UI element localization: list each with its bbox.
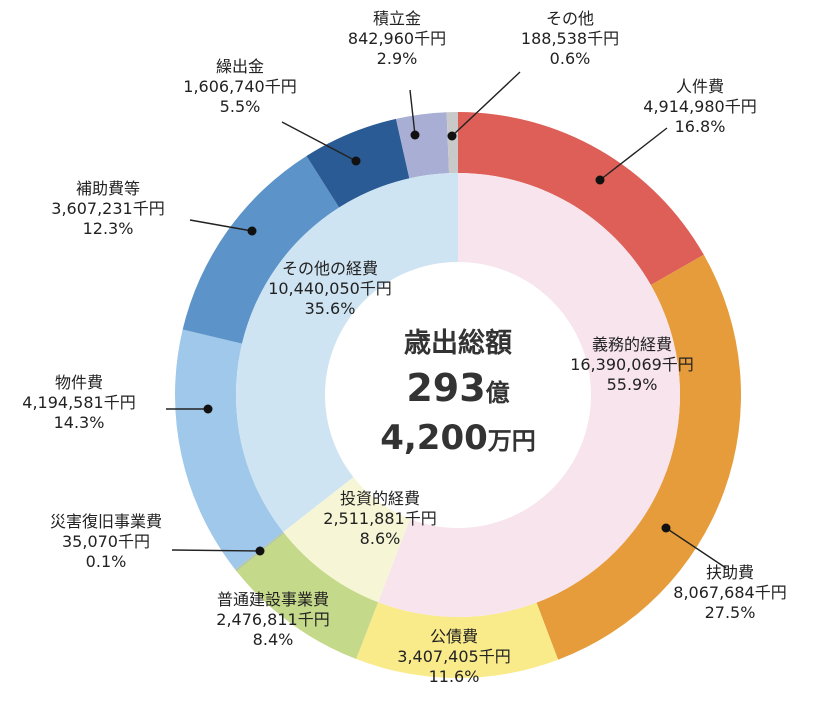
outer-0-percent: 16.8%	[675, 117, 726, 136]
outer-2-percent: 11.6%	[429, 667, 480, 686]
leader-dot-4	[255, 546, 265, 556]
outer-slice-5	[174, 329, 284, 570]
outer-0-label: 人件費 4,914,980千円 16.8%	[643, 77, 756, 136]
inner-2-percent: 35.6%	[305, 299, 356, 318]
outer-3-name: 普通建設事業費	[217, 590, 329, 609]
center-amount-oku: 293億	[406, 366, 509, 410]
outer-7-name: 繰出金	[216, 57, 264, 76]
inner-1-label: 投資的経費 2,511,881千円 8.6%	[323, 489, 436, 548]
outer-5-amount: 4,194,581千円	[22, 393, 135, 412]
outer-1-amount: 8,067,684千円	[673, 583, 786, 602]
outer-6-percent: 12.3%	[83, 219, 134, 238]
inner-slice-0	[378, 173, 680, 617]
center-title: 歳出総額	[404, 327, 512, 359]
inner-0-amount: 16,390,069千円	[570, 355, 694, 374]
outer-3-amount: 2,476,811千円	[216, 610, 329, 629]
outer-4-name: 災害復旧事業費	[50, 512, 162, 531]
center-man-unit: 万円	[488, 427, 536, 455]
outer-3-label: 普通建設事業費 2,476,811千円 8.4%	[216, 590, 329, 649]
outer-8-amount: 842,960千円	[348, 29, 446, 48]
outer-slice-1	[536, 254, 741, 660]
outer-slice-9	[446, 112, 458, 174]
slice-labels: 人件費 4,914,980千円 16.8% 扶助費 8,067,684千円 27.5% 公債…	[22, 9, 786, 686]
leader-dot-8	[410, 130, 420, 140]
outer-8-percent: 2.9%	[377, 49, 418, 68]
outer-0-name: 人件費	[676, 77, 724, 96]
leader-line-6	[189, 219, 253, 232]
outer-4-label: 災害復旧事業費 35,070千円 0.1%	[50, 512, 162, 571]
outer-6-name: 補助費等	[76, 179, 140, 198]
leader-dot-9	[447, 131, 457, 141]
outer-8-name: 積立金	[373, 9, 421, 28]
leader-dot-7	[351, 156, 361, 166]
outer-7-label: 繰出金 1,606,740千円 5.5%	[183, 57, 296, 116]
leader-dot-0	[595, 175, 605, 185]
inner-0-name: 義務的経費	[592, 335, 672, 354]
inner-ring	[235, 173, 680, 617]
center-amount-man: 4,200万円	[380, 418, 536, 458]
outer-9-percent: 0.6%	[550, 49, 591, 68]
outer-6-label: 補助費等 3,607,231千円 12.3%	[51, 179, 164, 238]
outer-ring	[174, 112, 741, 679]
outer-1-name: 扶助費	[706, 563, 754, 582]
outer-9-amount: 188,538千円	[521, 29, 619, 48]
outer-slice-0	[458, 112, 704, 286]
outer-slice-2	[356, 602, 559, 679]
leader-dot-6	[247, 226, 257, 236]
leader-dot-5	[203, 404, 213, 414]
outer-4-percent: 0.1%	[86, 552, 127, 571]
leader-line-9	[451, 71, 521, 137]
leader-lines	[166, 71, 727, 569]
outer-9-name: その他	[546, 9, 594, 28]
leader-line-4	[171, 549, 261, 552]
inner-1-percent: 8.6%	[360, 529, 401, 548]
outer-5-label: 物件費 4,194,581千円 14.3%	[22, 373, 135, 432]
outer-2-label: 公債費 3,407,405千円 11.6%	[397, 627, 510, 686]
inner-slice-2	[235, 173, 458, 532]
leader-line-8	[409, 89, 416, 136]
outer-1-percent: 27.5%	[705, 603, 756, 622]
outer-7-percent: 5.5%	[220, 97, 261, 116]
outer-slice-3	[236, 533, 379, 660]
outer-0-amount: 4,914,980千円	[643, 97, 756, 116]
outer-7-amount: 1,606,740千円	[183, 77, 296, 96]
outer-3-percent: 8.4%	[253, 630, 294, 649]
outer-2-name: 公債費	[430, 627, 478, 646]
center-man-number: 4,200	[380, 418, 488, 458]
outer-2-amount: 3,407,405千円	[397, 647, 510, 666]
outer-slice-8	[395, 112, 450, 179]
leader-line-0	[599, 127, 668, 181]
outer-5-percent: 14.3%	[54, 413, 105, 432]
inner-0-percent: 55.9%	[607, 375, 658, 394]
outer-5-name: 物件費	[55, 373, 103, 392]
inner-2-amount: 10,440,050千円	[268, 279, 392, 298]
outer-slice-6	[182, 155, 340, 344]
outer-6-amount: 3,607,231千円	[51, 199, 164, 218]
center-hole	[325, 262, 591, 528]
inner-2-name: その他の経費	[282, 259, 378, 278]
leader-line-1	[665, 527, 727, 569]
inner-slice-1	[283, 475, 411, 603]
outer-1-label: 扶助費 8,067,684千円 27.5%	[673, 563, 786, 622]
inner-1-amount: 2,511,881千円	[323, 509, 436, 528]
center-oku-number: 293	[406, 366, 485, 410]
center-total: 歳出総額 293億 4,200万円	[380, 327, 536, 458]
outer-8-label: 積立金 842,960千円 2.9%	[348, 9, 446, 68]
inner-0-label: 義務的経費 16,390,069千円 55.9%	[570, 335, 694, 394]
leader-line-7	[281, 121, 357, 162]
inner-1-name: 投資的経費	[340, 489, 420, 508]
outer-9-label: その他 188,538千円 0.6%	[521, 9, 619, 68]
leader-dot-1	[661, 523, 671, 533]
inner-2-label: その他の経費 10,440,050千円 35.6%	[268, 259, 392, 318]
outer-4-amount: 35,070千円	[62, 532, 150, 551]
center-oku-unit: 億	[486, 379, 510, 407]
